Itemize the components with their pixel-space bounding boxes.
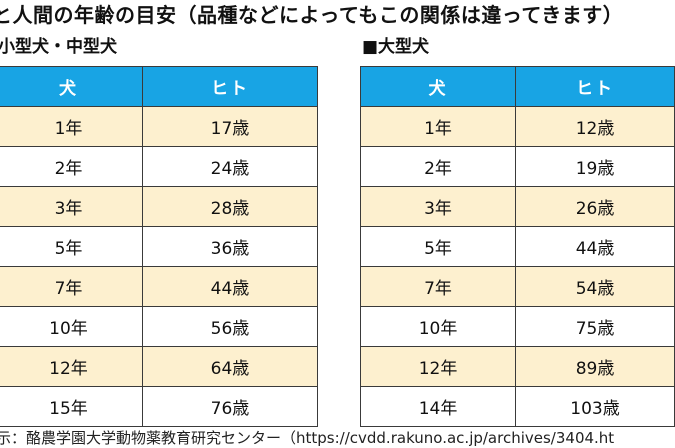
- table-row: 3年 26歳: [359, 186, 675, 227]
- human-age-cell: 19歳: [515, 146, 675, 187]
- table-row: 14年 103歳: [359, 386, 675, 427]
- human-column-header: ヒト: [142, 66, 318, 107]
- dog-age-cell: 14年: [359, 386, 517, 427]
- dog-age-cell: 3年: [359, 186, 517, 227]
- dog-age-cell: 5年: [359, 226, 517, 267]
- dog-age-cell: 7年: [0, 266, 143, 307]
- table-row: 1年 12歳: [359, 106, 675, 147]
- human-age-cell: 17歳: [142, 106, 318, 147]
- table-row: 7年 44歳: [0, 266, 318, 307]
- dog-column-header: 犬: [0, 66, 143, 107]
- human-column-header: ヒト: [515, 66, 675, 107]
- small-medium-dog-age-table: 犬 ヒト 1年 17歳 2年 24歳 3年 28歳 5年 36歳 7年 44歳 …: [0, 66, 318, 427]
- human-age-cell: 103歳: [515, 386, 675, 427]
- dog-column-header: 犬: [359, 66, 517, 107]
- table-header-row: 犬 ヒト: [0, 66, 318, 107]
- human-age-cell: 44歳: [515, 226, 675, 267]
- table-row: 3年 28歳: [0, 186, 318, 227]
- dog-age-cell: 7年: [359, 266, 517, 307]
- table-header-row: 犬 ヒト: [359, 66, 675, 107]
- human-age-cell: 64歳: [142, 346, 318, 387]
- human-age-cell: 56歳: [142, 306, 318, 347]
- human-age-cell: 75歳: [515, 306, 675, 347]
- dog-age-cell: 15年: [0, 386, 143, 427]
- human-age-cell: 54歳: [515, 266, 675, 307]
- dog-age-cell: 2年: [359, 146, 517, 187]
- dog-age-cell: 5年: [0, 226, 143, 267]
- source-citation: 示：酪農学園大学動物薬教育研究センター（https://cvdd.rakuno.…: [0, 429, 615, 447]
- dog-age-cell: 12年: [0, 346, 143, 387]
- dog-age-cell: 10年: [0, 306, 143, 347]
- dog-age-cell: 1年: [0, 106, 143, 147]
- dog-age-cell: 2年: [0, 146, 143, 187]
- table-row: 1年 17歳: [0, 106, 318, 147]
- table-row: 2年 24歳: [0, 146, 318, 187]
- table-row: 5年 36歳: [0, 226, 318, 267]
- human-age-cell: 28歳: [142, 186, 318, 227]
- human-age-cell: 76歳: [142, 386, 318, 427]
- dog-age-cell: 3年: [0, 186, 143, 227]
- human-age-cell: 89歳: [515, 346, 675, 387]
- page-title: と人間の年齢の目安（品種などによってもこの関係は違ってきます）: [0, 3, 624, 27]
- human-age-cell: 36歳: [142, 226, 318, 267]
- human-age-cell: 24歳: [142, 146, 318, 187]
- human-age-cell: 12歳: [515, 106, 675, 147]
- large-dog-heading: ■大型犬: [362, 37, 430, 57]
- small-medium-dog-heading: 小型犬・中型犬: [0, 37, 117, 57]
- dog-age-cell: 12年: [359, 346, 517, 387]
- table-row: 10年 56歳: [0, 306, 318, 347]
- human-age-cell: 26歳: [515, 186, 675, 227]
- human-age-cell: 44歳: [142, 266, 318, 307]
- table-row: 15年 76歳: [0, 386, 318, 427]
- table-row: 12年 64歳: [0, 346, 318, 387]
- table-row: 5年 44歳: [359, 226, 675, 267]
- table-row: 10年 75歳: [359, 306, 675, 347]
- large-dog-age-table: 犬 ヒト 1年 12歳 2年 19歳 3年 26歳 5年 44歳 7年 54歳 …: [359, 66, 675, 427]
- dog-age-cell: 1年: [359, 106, 517, 147]
- table-row: 7年 54歳: [359, 266, 675, 307]
- table-row: 12年 89歳: [359, 346, 675, 387]
- table-row: 2年 19歳: [359, 146, 675, 187]
- dog-age-cell: 10年: [359, 306, 517, 347]
